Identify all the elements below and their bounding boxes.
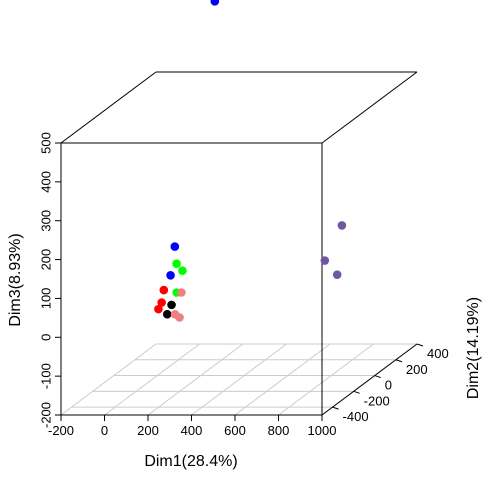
data-point bbox=[154, 304, 163, 314]
plot-box bbox=[60, 71, 418, 416]
y-tick bbox=[416, 343, 424, 347]
data-point bbox=[178, 266, 187, 276]
y-tick bbox=[374, 375, 381, 379]
x-tick-label: 400 bbox=[181, 423, 203, 438]
data-point bbox=[170, 242, 180, 251]
x-tick-label: -200 bbox=[48, 423, 74, 438]
y-axis-title: Dim2(14.19%) bbox=[465, 297, 482, 399]
x-tick-label: 600 bbox=[224, 423, 246, 438]
z-tick-label: 100 bbox=[38, 288, 53, 310]
x-tick-label: 0 bbox=[101, 423, 108, 438]
data-points bbox=[154, 0, 347, 322]
data-point bbox=[172, 259, 181, 269]
x-tick-label: 200 bbox=[137, 423, 159, 438]
data-point bbox=[320, 256, 330, 265]
grid-line-x bbox=[234, 343, 331, 416]
data-point bbox=[162, 309, 172, 319]
x-axis-title: Dim1(28.4%) bbox=[144, 453, 237, 470]
data-point bbox=[177, 288, 186, 297]
box-edge bbox=[60, 71, 157, 144]
y-tick bbox=[332, 406, 339, 410]
z-tick-label: -200 bbox=[38, 402, 53, 428]
data-point bbox=[157, 298, 166, 307]
y-tick-label: -200 bbox=[364, 393, 390, 408]
y-tick-label: 400 bbox=[427, 346, 449, 361]
y-tick-label: -400 bbox=[343, 409, 369, 424]
x-tick-label: 800 bbox=[268, 423, 290, 438]
z-tick-label: 200 bbox=[38, 249, 53, 271]
grid-line-x bbox=[104, 343, 200, 416]
y-tick bbox=[395, 359, 403, 363]
grid-line-x bbox=[147, 343, 244, 416]
axes: -200 0 200 400 600 800 1000-200-10001002003004… bbox=[38, 132, 448, 438]
z-tick-label: 400 bbox=[38, 171, 53, 193]
floor-grid bbox=[60, 343, 418, 416]
z-axis-title: Dim3(8.93%) bbox=[7, 233, 24, 326]
z-tick-label: 300 bbox=[38, 210, 53, 232]
data-point bbox=[167, 300, 176, 310]
grid-line-x bbox=[60, 343, 157, 416]
z-tick-label: 500 bbox=[38, 132, 53, 154]
box-edge bbox=[321, 71, 418, 144]
data-point bbox=[175, 313, 184, 322]
x-tick-label: 1000 bbox=[308, 423, 337, 438]
z-tick-label: -100 bbox=[38, 363, 53, 389]
data-point bbox=[337, 221, 347, 230]
y-tick bbox=[353, 390, 360, 394]
y-tick-label: 0 bbox=[385, 378, 392, 393]
grid-line-x bbox=[278, 343, 374, 416]
grid-line-x bbox=[191, 343, 287, 416]
z-tick-label: 0 bbox=[38, 334, 53, 341]
data-point bbox=[332, 270, 342, 280]
box-edge bbox=[321, 343, 418, 416]
data-point bbox=[166, 271, 175, 280]
data-point bbox=[210, 0, 220, 6]
data-point bbox=[159, 285, 169, 295]
y-tick-label: 200 bbox=[406, 362, 428, 377]
